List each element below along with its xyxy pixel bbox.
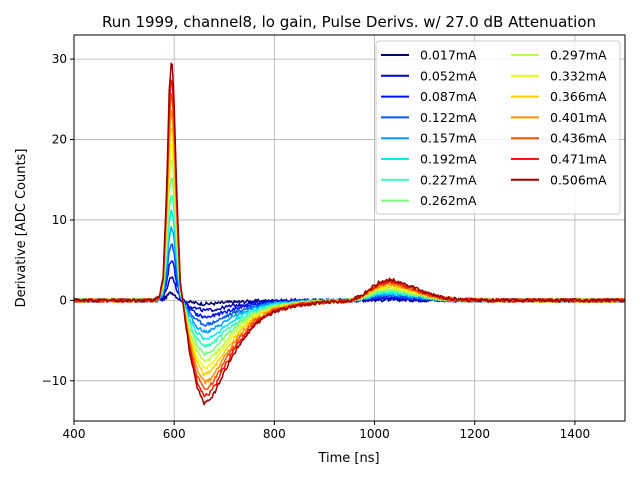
legend-label: 0.401mA — [550, 110, 607, 125]
legend-label: 0.227mA — [420, 172, 477, 187]
legend-label: 0.506mA — [550, 172, 607, 187]
legend-label: 0.087mA — [420, 89, 477, 104]
x-tick-label: 600 — [163, 427, 186, 441]
legend-label: 0.192mA — [420, 152, 477, 167]
x-tick-label: 1200 — [459, 427, 490, 441]
chart-title: Run 1999, channel8, lo gain, Pulse Deriv… — [102, 13, 596, 31]
x-tick-label: 800 — [263, 427, 286, 441]
legend-label: 0.366mA — [550, 89, 607, 104]
y-axis-label: Derivative [ADC Counts] — [14, 149, 29, 308]
x-axis-ticks: 400 600 800 1000 1200 1400 — [63, 421, 591, 441]
series-line-0.506mA — [73, 62, 626, 406]
legend-label: 0.157mA — [420, 131, 477, 146]
series-lines — [73, 62, 626, 406]
y-tick-label: 10 — [52, 213, 67, 227]
x-tick-label: 400 — [63, 427, 86, 441]
legend-label: 0.297mA — [550, 48, 607, 63]
x-axis-label: Time [ns] — [317, 451, 379, 466]
legend-label: 0.017mA — [420, 48, 477, 63]
plot-frame — [73, 34, 626, 422]
legend-label: 0.436mA — [550, 131, 607, 146]
legend-label: 0.332mA — [550, 68, 607, 83]
y-tick-label: −10 — [42, 374, 67, 388]
y-tick-label: 30 — [52, 52, 67, 66]
y-tick-label: 20 — [52, 133, 67, 147]
legend: 0.017mA 0.052mA 0.087mA 0.122mA 0.157mA 0.192… — [375, 40, 621, 215]
legend-box — [375, 40, 621, 215]
legend-label: 0.122mA — [420, 110, 477, 125]
y-axis-ticks: −10 0 10 20 30 — [42, 52, 74, 388]
legend-label: 0.052mA — [420, 68, 477, 83]
legend-label: 0.471mA — [550, 152, 607, 167]
legend-label: 0.262mA — [420, 193, 477, 208]
y-tick-label: 0 — [59, 293, 67, 307]
x-tick-label: 1400 — [560, 427, 591, 441]
x-tick-label: 1000 — [359, 427, 390, 441]
